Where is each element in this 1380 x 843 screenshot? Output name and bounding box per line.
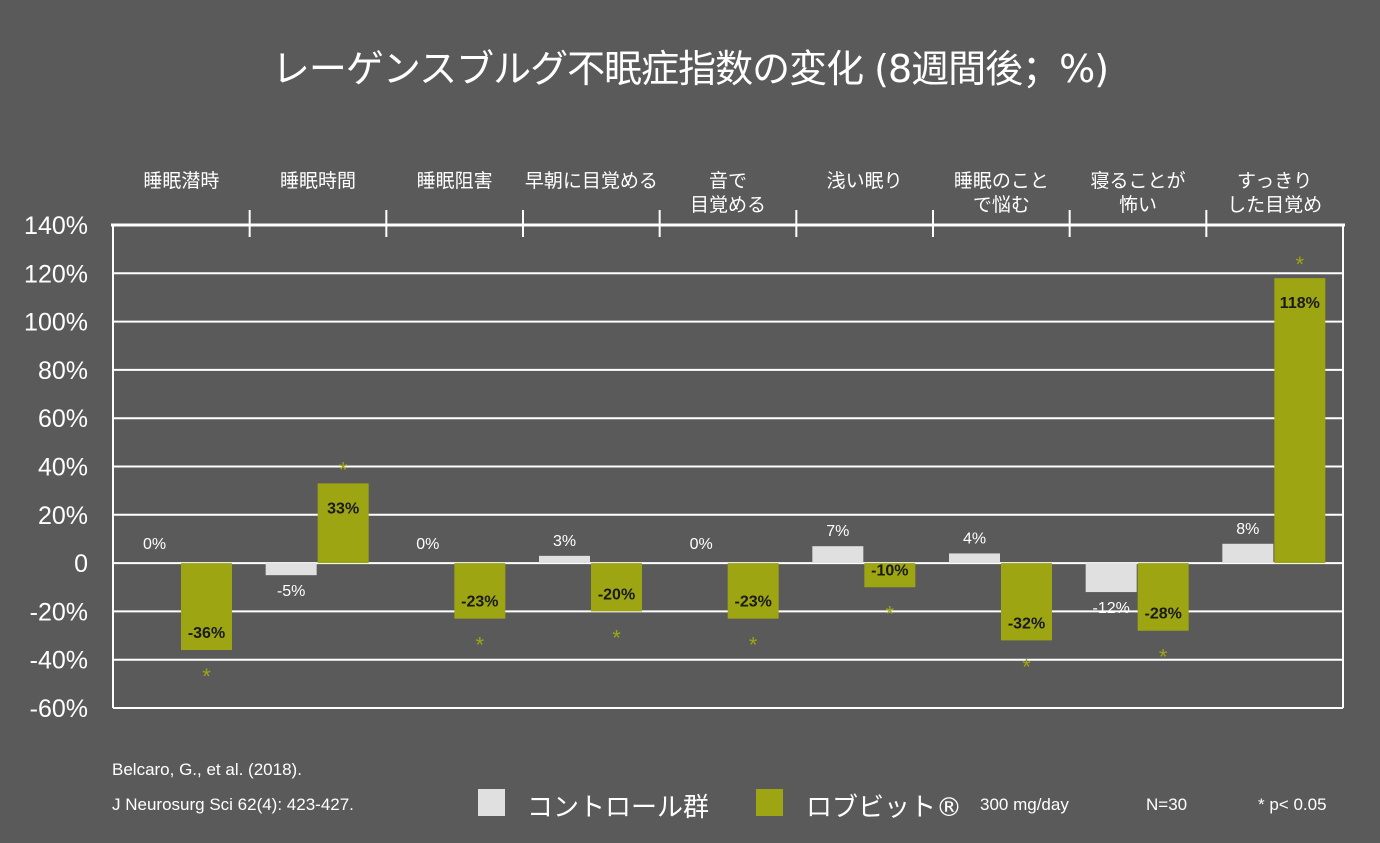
y-tick-label: 80% [38, 357, 88, 385]
control-bar [265, 563, 317, 576]
legend-swatch-control [478, 789, 505, 816]
category-label: 浅い眠り [827, 170, 903, 192]
significance-asterisk: * [476, 633, 485, 658]
lobuvit-bar [454, 563, 506, 619]
category-label: 睡眠時間 [280, 170, 356, 192]
category-label: 睡眠潜時 [143, 170, 219, 192]
control-data-label: 4% [963, 530, 986, 547]
legend-swatch-lobuvit [756, 789, 783, 816]
control-bar [1085, 563, 1137, 593]
lobuvit-bar [1274, 278, 1326, 564]
chart-title: レーゲンスブルグ不眠症指数の変化 (8週間後；%) [271, 47, 1109, 91]
y-tick-label: -20% [30, 598, 88, 626]
legend-label-control: コントロール群 [527, 793, 710, 823]
category-label: 睡眠阻害 [417, 170, 493, 192]
significance-asterisk: * [1022, 654, 1031, 679]
y-tick-label: 40% [38, 454, 88, 482]
y-tick-label: 100% [24, 309, 88, 337]
control-bar [949, 553, 1000, 564]
lobuvit-data-label: 118% [1280, 295, 1320, 312]
y-tick-label: 60% [38, 405, 88, 433]
lobuvit-bar [317, 483, 369, 564]
significance-asterisk: * [612, 625, 621, 650]
lobuvit-bar [864, 563, 916, 588]
lobuvit-data-label: -32% [1008, 615, 1045, 632]
control-data-label: 0% [690, 536, 713, 553]
lobuvit-data-label: -10% [871, 562, 908, 579]
citation-line2: J Neurosurg Sci 62(4): 423-427. [112, 795, 354, 814]
category-label: 目覚める [690, 194, 766, 216]
significance-asterisk: * [749, 633, 758, 658]
control-bar [1222, 543, 1274, 564]
significance-asterisk: * [886, 601, 895, 626]
y-tick-label: 0 [74, 550, 88, 578]
lobuvit-bar [181, 563, 232, 651]
citation-line1: Belcaro, G., et al. (2018). [112, 760, 302, 779]
y-tick-label: -40% [30, 647, 88, 675]
control-bar [539, 555, 590, 564]
category-label: 睡眠のこと [954, 170, 1049, 192]
control-data-label: 0% [143, 536, 166, 553]
category-label: 早朝に目覚める [525, 170, 658, 192]
y-tick-label: 120% [24, 260, 88, 288]
lobuvit-data-label: -20% [598, 586, 635, 603]
category-label: で悩む [973, 194, 1030, 216]
control-data-label: 8% [1236, 521, 1259, 538]
lobuvit-data-label: -36% [188, 625, 225, 642]
control-bar [812, 546, 864, 564]
lobuvit-bar [1001, 563, 1052, 641]
control-data-label: 3% [553, 533, 576, 550]
significance-asterisk: * [1296, 252, 1305, 277]
control-data-label: -5% [277, 583, 305, 600]
significance-asterisk: * [1159, 645, 1168, 670]
category-label: すっきり [1237, 170, 1312, 192]
category-label: 音で [709, 170, 747, 192]
control-data-label: 0% [416, 536, 439, 553]
dose-label: 300 mg/day [980, 795, 1069, 814]
lobuvit-bar [1137, 563, 1189, 631]
lobuvit-bar [727, 563, 779, 619]
lobuvit-data-label: -23% [461, 594, 498, 611]
control-data-label: -12% [1092, 600, 1129, 617]
significance-note: * p< 0.05 [1258, 795, 1327, 814]
category-label: 寝ることが [1090, 170, 1185, 192]
lobuvit-data-label: -28% [1144, 606, 1181, 623]
n-label: N=30 [1146, 795, 1188, 814]
lobuvit-data-label: 33% [327, 500, 359, 517]
y-tick-label: 140% [24, 212, 88, 240]
significance-asterisk: * [202, 664, 211, 689]
legend-label-lobuvit: ロブビット® [806, 793, 963, 823]
y-tick-label: 20% [38, 502, 88, 530]
category-label: した目覚め [1227, 194, 1322, 216]
lobuvit-bar [591, 563, 642, 612]
significance-asterisk: * [339, 457, 348, 482]
control-data-label: 7% [826, 523, 849, 540]
lobuvit-data-label: -23% [734, 594, 771, 611]
category-label: 怖い [1119, 194, 1157, 216]
y-tick-label: -60% [30, 695, 88, 723]
